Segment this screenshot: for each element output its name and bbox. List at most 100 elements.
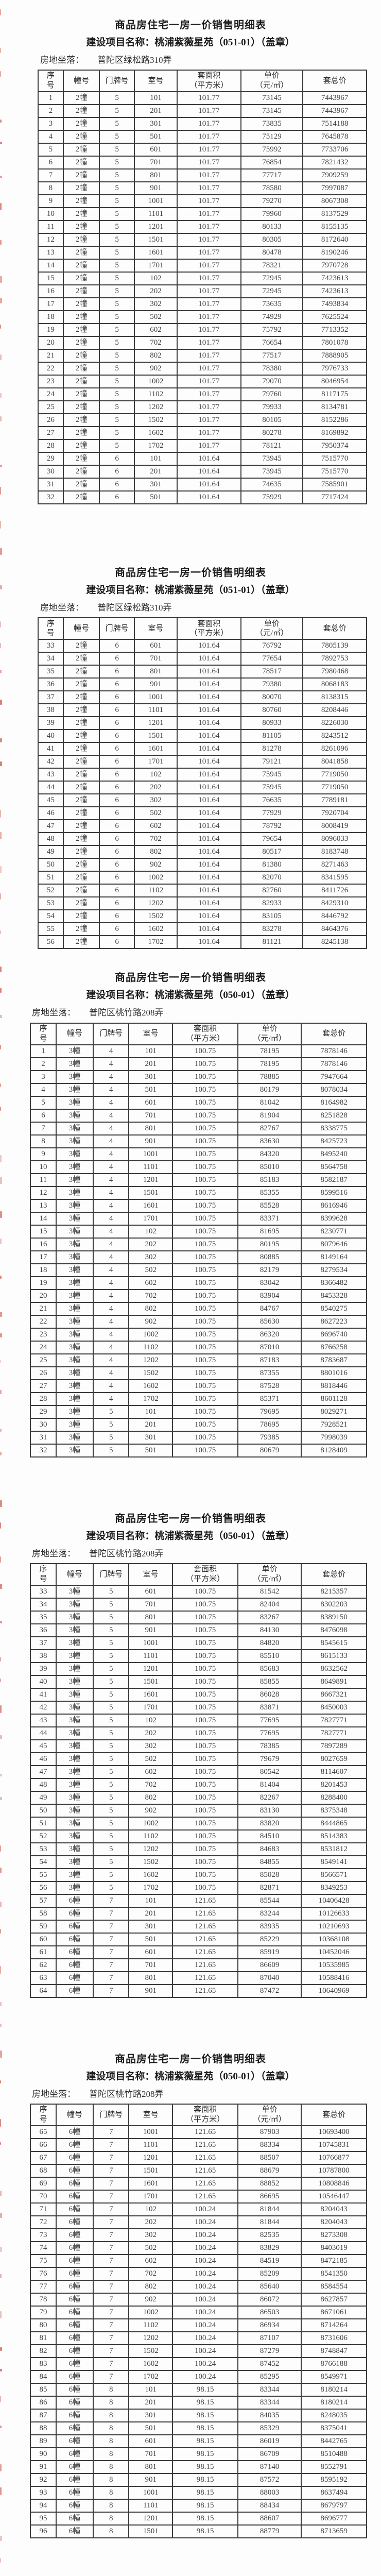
cell-seq: 23	[30, 1327, 57, 1342]
cell-building: 2幢	[62, 793, 100, 808]
scan-artifact	[0, 1556, 1, 1563]
cell-room: 1501	[128, 1674, 174, 1689]
column-header: 门牌号	[99, 617, 135, 640]
cell-total-price: 8476098	[301, 1623, 367, 1637]
cell-area: 101.64	[177, 465, 241, 479]
table-row: 89 6幢 8 601 98.15 86019 8442765	[30, 2434, 367, 2449]
cell-unit-price: 83344	[237, 2396, 302, 2410]
cell-building: 2幢	[62, 781, 100, 795]
table-row: 81 6幢 7 1202 100.24 87107 8731606	[30, 2331, 367, 2346]
cell-total-price: 8679797	[301, 2499, 367, 2513]
cell-total-price: 8783687	[301, 1353, 367, 1367]
cell-door: 7	[93, 2125, 130, 2140]
cell-area: 100.75	[172, 1649, 238, 1663]
cell-building: 3幢	[55, 1379, 94, 1393]
cell-area: 100.24	[172, 2370, 238, 2384]
cell-door: 5	[93, 1829, 130, 1843]
table-row: 23 3幢 4 1002 100.75 86320 8696740	[30, 1327, 367, 1342]
scan-artifact	[0, 967, 2, 972]
cell-building: 3幢	[55, 1173, 94, 1187]
table-row: 40 3幢 5 1501 100.75 85855 8649891	[30, 1674, 367, 1689]
table-row: 42 3幢 5 1701 100.75 83871 8450003	[30, 1700, 367, 1715]
cell-area: 100.24	[172, 2202, 238, 2217]
scan-artifact	[0, 866, 2, 873]
cell-area: 100.75	[172, 1392, 238, 1406]
cell-area: 100.75	[172, 1842, 238, 1856]
table-row: 8 2幢 5 901 101.77 78580 7997087	[38, 181, 367, 196]
cell-total-price: 7713352	[302, 323, 367, 337]
cell-room: 1701	[128, 1700, 174, 1715]
price-table: 序 号幢号 门牌号 室号 套面积 （平方米） 单价 （元/㎡） 套总价 65 6幢 7 1001 1…	[30, 2104, 367, 2539]
cell-door: 5	[93, 1687, 130, 1702]
cell-seq: 4	[30, 1082, 57, 1097]
cell-door: 5	[93, 1443, 130, 1458]
cell-building: 6幢	[55, 2202, 94, 2217]
location-line: 房地坐落： 普陀区桃竹路208弄	[32, 2089, 381, 2099]
cell-total-price: 8190246	[302, 246, 367, 260]
cell-seq: 31	[30, 1430, 57, 1445]
cell-building: 2幢	[62, 490, 100, 505]
cell-room: 201	[128, 1906, 174, 1921]
table-row: 35 3幢 5 801 100.75 83267 8389150	[30, 1610, 367, 1624]
cell-seq: 55	[38, 922, 64, 937]
cell-room: 102	[133, 768, 178, 782]
cell-total-price: 7878146	[301, 1044, 367, 1058]
cell-building: 2幢	[62, 703, 100, 718]
cell-area: 100.75	[172, 1726, 238, 1740]
cell-unit-price: 86609	[237, 1958, 302, 1972]
table-row: 58 6幢 7 201 121.65 83244 10126633	[30, 1906, 367, 1921]
cell-total-price: 8273308	[301, 2228, 367, 2243]
cell-seq: 38	[38, 703, 64, 718]
cell-door: 5	[93, 1880, 130, 1895]
cell-area: 100.75	[172, 1353, 238, 1367]
cell-building: 2幢	[62, 832, 100, 846]
cell-door: 7	[93, 2138, 130, 2153]
cell-total-price: 8349253	[301, 1880, 367, 1895]
column-header: 单价 （元/㎡）	[240, 617, 304, 640]
table-row: 9 2幢 5 1001 101.77 79270 8067308	[38, 194, 367, 209]
project-name-value: 桃浦紫薇星苑（050-01）（盖章）	[154, 1530, 295, 1541]
cell-unit-price: 81542	[237, 1584, 302, 1599]
cell-building: 3幢	[55, 1713, 94, 1727]
cell-seq: 9	[30, 1147, 57, 1161]
project-name-label: 建设项目名称：	[86, 37, 155, 48]
cell-room: 502	[133, 806, 178, 821]
cell-room: 701	[128, 1597, 174, 1612]
cell-seq: 13	[30, 1198, 57, 1213]
cell-seq: 80	[30, 2318, 57, 2333]
cell-seq: 8	[38, 181, 64, 196]
cell-building: 6幢	[55, 2473, 94, 2487]
cell-seq: 51	[38, 871, 64, 885]
cell-total-price: 8389150	[301, 1610, 367, 1624]
column-header: 室号	[133, 70, 178, 93]
cell-area: 100.75	[172, 1224, 238, 1239]
cell-area: 100.75	[172, 1095, 238, 1110]
location-value: 普陀区桃竹路208弄	[89, 1548, 164, 1558]
cell-room: 1101	[133, 207, 178, 222]
cell-area: 100.75	[172, 1404, 238, 1419]
scan-artifact	[0, 1452, 2, 1455]
cell-total-price: 8627223	[301, 1314, 367, 1329]
cell-door: 5	[93, 1700, 130, 1715]
cell-unit-price: 84767	[237, 1301, 302, 1316]
cell-seq: 18	[30, 1263, 57, 1277]
cell-area: 100.75	[172, 1289, 238, 1303]
cell-unit-price: 77654	[240, 652, 304, 666]
scan-artifact	[0, 142, 2, 144]
cell-unit-price: 79121	[240, 755, 304, 769]
cell-area: 100.75	[172, 1147, 238, 1161]
cell-building: 3幢	[55, 1289, 94, 1303]
cell-total-price: 8067308	[302, 194, 367, 209]
cell-building: 3幢	[55, 1147, 94, 1161]
cell-room: 201	[133, 104, 178, 118]
cell-building: 6幢	[55, 2228, 94, 2243]
cell-unit-price: 84683	[237, 1842, 302, 1856]
cell-unit-price: 84320	[237, 1147, 302, 1161]
cell-unit-price: 72945	[240, 284, 304, 299]
cell-seq: 51	[30, 1816, 57, 1831]
cell-door: 6	[99, 742, 135, 756]
scan-artifact	[0, 810, 1, 818]
table-row: 10 2幢 5 1101 101.77 79960 8137529	[38, 207, 367, 222]
cell-area: 98.15	[172, 2460, 238, 2475]
